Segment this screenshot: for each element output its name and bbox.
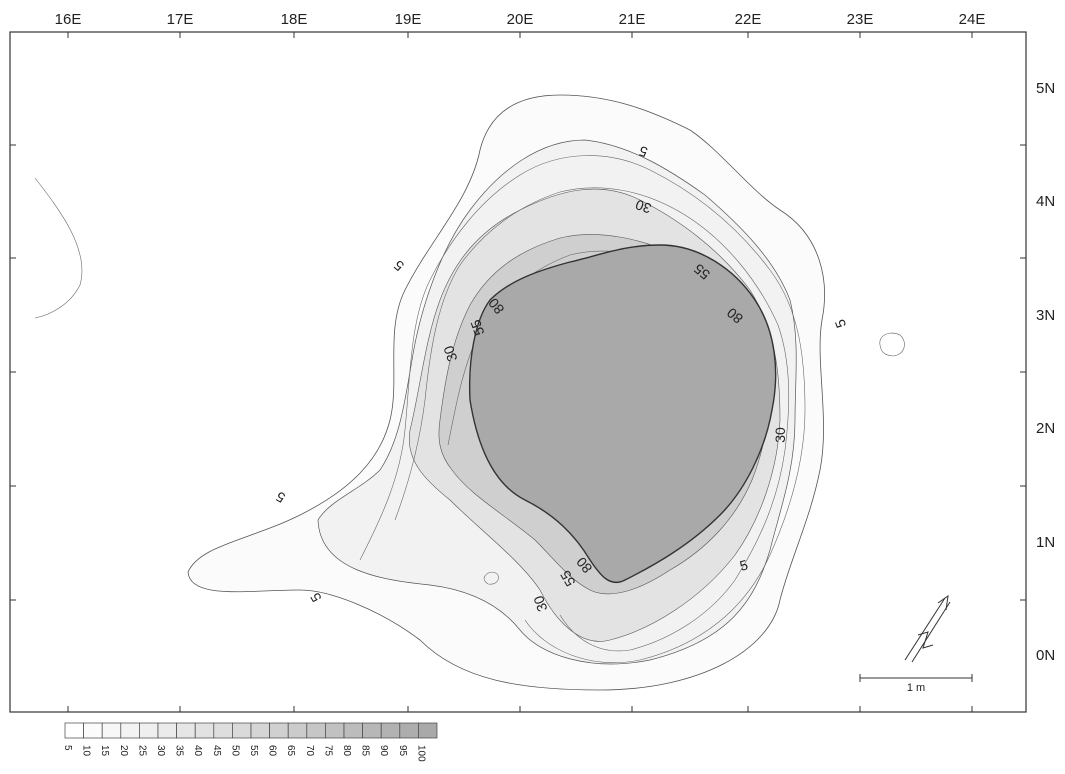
contour-label: 30 xyxy=(440,343,460,363)
legend: 5 10 15 20 25 30 35 40 45 50 55 60 65 70… xyxy=(62,722,438,762)
x-tick-label: 16E xyxy=(55,11,82,28)
contour-label: 55 xyxy=(557,568,579,590)
legend-label: 95 xyxy=(397,745,408,757)
core-region xyxy=(468,244,777,584)
scale-bar: 1 m xyxy=(859,674,973,694)
x-tick-label: 18E xyxy=(281,11,308,28)
legend-label: 5 xyxy=(62,745,73,751)
y-axis: 5N 4N 3N 2N 1N 0N xyxy=(10,80,1055,664)
legend-label: 10 xyxy=(81,745,92,757)
legend-label: 30 xyxy=(155,745,166,757)
legend-swatch xyxy=(101,722,122,739)
legend-label: 40 xyxy=(192,745,203,757)
legend-swatch xyxy=(269,722,289,739)
y-tick-label: 1N xyxy=(1036,534,1055,551)
legend-swatch xyxy=(83,722,103,739)
legend-label: 75 xyxy=(322,745,333,757)
legend-label: 65 xyxy=(285,745,296,757)
x-tick-label: 21E xyxy=(619,11,646,28)
y-tick-label: 4N xyxy=(1036,193,1055,210)
legend-swatch xyxy=(139,722,159,739)
x-tick-label: 17E xyxy=(167,11,194,28)
legend-label: 70 xyxy=(304,745,315,757)
legend-swatch xyxy=(64,722,84,739)
legend-label: 60 xyxy=(267,745,278,757)
legend-swatch xyxy=(287,722,308,739)
legend-swatch xyxy=(306,722,326,739)
legend-label: 90 xyxy=(378,745,389,757)
legend-swatch xyxy=(399,722,419,739)
contour-label: 55 xyxy=(467,317,487,337)
legend-swatch xyxy=(325,722,345,739)
x-tick-label: 22E xyxy=(735,11,762,28)
legend-labels: 5 10 15 20 25 30 35 40 45 50 55 60 65 70… xyxy=(62,745,426,762)
legend-swatch xyxy=(418,722,438,739)
y-tick-label: 0N xyxy=(1036,647,1055,664)
legend-swatch xyxy=(176,722,196,739)
legend-label: 85 xyxy=(360,745,371,757)
contour-label: 30 xyxy=(530,593,550,613)
scale-bar-label: 1 m xyxy=(907,682,925,694)
legend-swatch xyxy=(157,722,177,739)
legend-swatch xyxy=(120,722,140,739)
legend-swatch xyxy=(343,722,363,739)
legend-label: 15 xyxy=(99,745,110,757)
legend-swatch xyxy=(213,722,233,739)
x-axis: 16E 17E 18E 19E 20E 21E 22E 23E 24E xyxy=(55,11,986,712)
x-tick-label: 24E xyxy=(959,11,986,28)
y-tick-label: 5N xyxy=(1036,80,1055,97)
y-tick-label: 3N xyxy=(1036,307,1055,324)
y-tick-label: 2N xyxy=(1036,420,1055,437)
legend-swatch xyxy=(380,722,401,739)
legend-swatch xyxy=(362,722,382,739)
legend-swatch xyxy=(232,722,252,739)
legend-label: 20 xyxy=(118,745,129,757)
legend-label: 55 xyxy=(248,745,259,757)
contour-label: 30 xyxy=(633,196,653,216)
legend-swatch xyxy=(194,722,215,739)
x-tick-label: 23E xyxy=(847,11,874,28)
legend-label: 80 xyxy=(341,745,352,757)
legend-swatches xyxy=(64,722,438,739)
legend-swatch xyxy=(250,722,270,739)
x-tick-label: 20E xyxy=(507,11,534,28)
legend-label: 50 xyxy=(229,745,240,757)
contour-label: 30 xyxy=(772,427,788,443)
legend-label: 45 xyxy=(211,745,222,757)
x-tick-label: 19E xyxy=(395,11,422,28)
legend-label: 35 xyxy=(174,745,185,757)
contour-label: 5 xyxy=(738,556,750,574)
north-arrow-icon xyxy=(904,594,951,663)
legend-label: 25 xyxy=(136,745,147,757)
legend-label: 100 xyxy=(415,745,426,762)
